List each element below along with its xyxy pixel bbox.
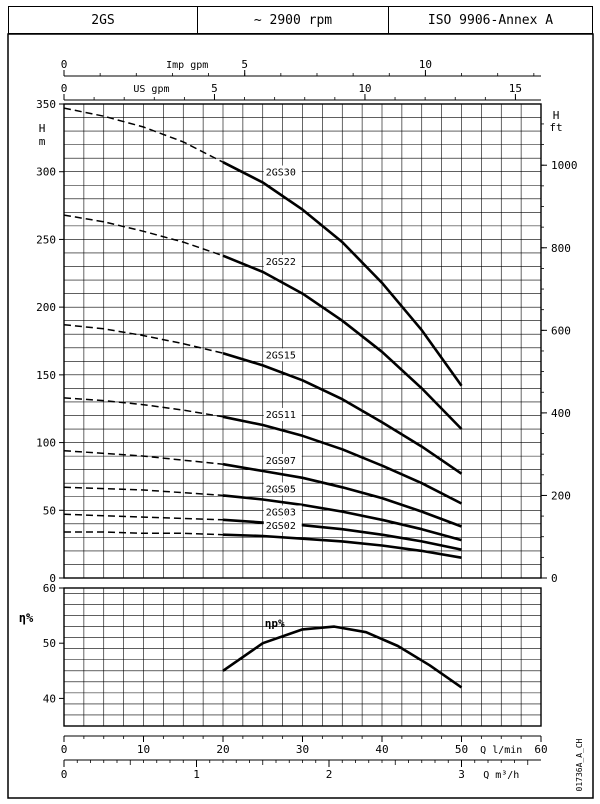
curve-2gs22 [222,254,463,430]
curve-2gs22-dashed [63,214,224,257]
eff-grid [63,588,542,727]
m3h-tick-label: 1 [193,768,200,781]
lmin-tick-label: 40 [375,743,388,756]
document-code: 01736A_A_CH [575,738,584,791]
curve-2gs11-dashed [63,397,224,418]
us-gpm-label: US gpm [133,84,169,95]
head-ylabel-right-top: H [553,109,560,122]
curve-2gs30-dashed [63,107,224,163]
head-ytick-label: 250 [36,233,56,246]
eff-ytick-label: 60 [43,582,56,595]
head-ftick-label: 1000 [551,159,578,172]
curve-2gs02 [222,533,462,559]
curve-label-2gs22: 2GS22 [266,257,296,268]
head-ytick-label: 300 [36,166,56,179]
curve-2gs03 [222,518,462,551]
curve-label-bg [263,254,302,268]
head-ftick-label: 600 [551,324,571,337]
head-ftick-label: 200 [551,489,571,502]
us-gpm-tick-label: 5 [211,82,218,95]
head-plot-border [63,103,542,579]
curve-label-2gs30: 2GS30 [266,168,296,179]
curve-label-2gs02: 2GS02 [266,521,296,532]
m3h-tick-label: 2 [326,768,333,781]
imp-gpm-label: Imp gpm [166,60,208,71]
head-ylabel-m: m [39,135,46,148]
curve-label-bg [263,165,302,179]
lmin-tick-label: 10 [137,743,150,756]
head-ftick-label: 400 [551,407,571,420]
us-gpm-tick-label: 10 [358,82,371,95]
eff-plot-border [63,587,542,727]
head-ftick-label: 0 [551,572,558,585]
curve-label-2gs15: 2GS15 [266,350,296,361]
curve-2gs07-dashed [63,449,224,465]
head-ftick-label: 800 [551,242,571,255]
curve-label-2gs07: 2GS07 [266,456,296,467]
head-grid [63,103,542,579]
curve-2gs05-dashed [63,486,224,497]
us-gpm-tick-label: 15 [509,82,522,95]
curve-2gs30 [222,161,463,387]
curve-label-2gs11: 2GS11 [266,410,296,421]
m3h-tick-label: 0 [61,768,68,781]
curve-2gs11 [222,415,463,505]
lmin-tick-label: 30 [296,743,309,756]
head-ylabel-right-bottom: ft [549,121,562,134]
lmin-axis-label: Q l/min [480,745,522,756]
head-ytick-label: 200 [36,301,56,314]
curve-label-bg [263,519,302,533]
curve-efficiency [222,625,463,689]
lmin-tick-label: 60 [534,743,547,756]
head-ytick-label: 0 [49,572,56,585]
eff-ytick-label: 40 [43,692,56,705]
curve-label-bg [263,348,302,362]
curve-2gs03-dashed [63,513,224,521]
curve-2gs05 [222,494,462,542]
head-curves [63,107,463,559]
imp-gpm-tick-label: 10 [419,58,432,71]
curve-label-efficiency: ηp% [265,617,285,630]
lmin-tick-label: 20 [216,743,229,756]
m3h-axis-label: Q m³/h [483,770,519,781]
curve-label-bg [263,482,302,496]
curve-2gs15 [222,351,463,475]
head-ytick-label: 350 [36,98,56,111]
curve-label-bg [263,454,302,468]
head-ytick-label: 100 [36,437,56,450]
curve-label-bg [263,505,302,519]
imp-gpm-tick-label: 0 [61,58,68,71]
head-ytick-label: 150 [36,369,56,382]
lmin-tick-label: 0 [61,743,68,756]
eff-ytick-label: 50 [43,637,56,650]
m3h-tick-label: 3 [458,768,465,781]
curve-2gs15-dashed [63,323,224,354]
curve-label-2gs05: 2GS05 [266,484,296,495]
head-ytick-label: 50 [43,504,56,517]
eff-ylabel: η% [19,611,34,625]
imp-gpm-tick-label: 5 [241,58,248,71]
curve-label-bg [263,407,302,421]
curve-2gs07 [222,462,462,528]
outer-frame [7,33,594,799]
curve-label-2gs03: 2GS03 [266,507,296,518]
us-gpm-tick-label: 0 [61,82,68,95]
lmin-tick-label: 50 [455,743,468,756]
head-ylabel-h: H [39,122,46,135]
curve-2gs02-dashed [64,531,224,536]
